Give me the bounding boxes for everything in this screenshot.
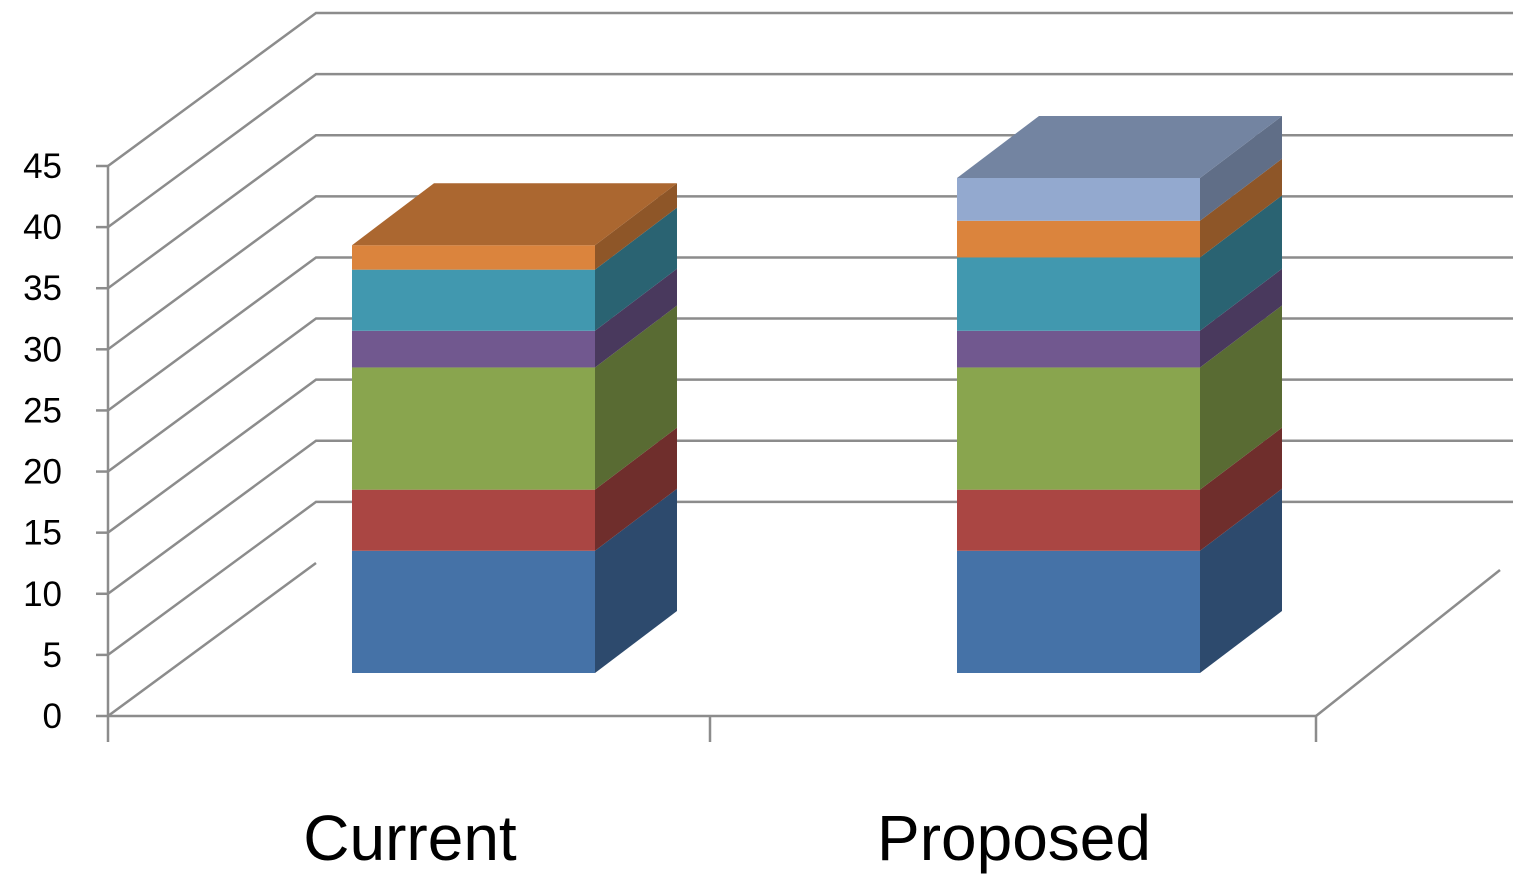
- category-labels: Current Proposed: [303, 802, 1151, 874]
- bar-proposed-segment-3-side: [1200, 305, 1282, 490]
- y-tick-label: 5: [43, 636, 62, 675]
- bar-current-segment-3-front: [352, 367, 595, 490]
- y-tick-label: 20: [23, 453, 62, 492]
- bar-current-segment-1-side: [595, 488, 677, 673]
- floor-right-edge: [1315, 569, 1501, 717]
- bar-proposed-segment-2-side: [1200, 427, 1282, 551]
- bar-current-segment-3-side: [595, 305, 677, 490]
- bars: [352, 116, 1282, 673]
- y-tick-labels: 0 5 10 15 20 25 30 35 40 45: [23, 147, 62, 736]
- bar-current-top: [352, 183, 677, 246]
- bar-proposed-segment-3-front: [957, 367, 1200, 490]
- bar-current-segment-5-side: [595, 207, 677, 331]
- y-tick-label: 30: [23, 330, 62, 369]
- gridline: [107, 378, 1513, 534]
- y-tick-label: 35: [23, 269, 62, 308]
- bar-proposed-segment-1-front: [957, 550, 1200, 673]
- bar-current-segment-2-side: [595, 427, 677, 551]
- bar-proposed-segment-6-side: [1200, 158, 1282, 258]
- y-tick-label: 40: [23, 208, 62, 247]
- bar-proposed-segment-2-front: [957, 489, 1200, 551]
- bar-proposed-segment-6-front: [957, 220, 1200, 258]
- floor-left-edge: [107, 561, 317, 718]
- bar-proposed-segment-5-front: [957, 257, 1200, 331]
- y-tick-label: 15: [23, 514, 62, 553]
- bar-current-segment-1-front: [352, 550, 595, 673]
- y-tick-label: 45: [23, 147, 62, 186]
- gridline: [107, 11, 1513, 168]
- gridlines: [107, 11, 1513, 656]
- category-label-proposed: Proposed: [877, 802, 1151, 874]
- bar-proposed-segment-7-front: [957, 178, 1200, 221]
- y-tick-label: 10: [23, 575, 62, 614]
- bar-current-segment-2-front: [352, 489, 595, 551]
- bar-current-segment-6-front: [352, 245, 595, 270]
- gridline: [107, 317, 1513, 473]
- bar-proposed-top: [957, 116, 1282, 178]
- bar-current-segment-4-front: [352, 330, 595, 368]
- bar-proposed-segment-5-side: [1200, 195, 1282, 331]
- bar-proposed-segment-4-side: [1200, 268, 1282, 368]
- bar-current-segment-6-side: [595, 183, 677, 270]
- bar-proposed-segment-7-side: [1200, 116, 1282, 221]
- bar-proposed-segment-4-front: [957, 330, 1200, 368]
- bar-current-segment-4-side: [595, 268, 677, 368]
- gridline: [107, 133, 1513, 290]
- bar-proposed-segment-1-side: [1200, 488, 1282, 673]
- y-tick-label: 25: [23, 391, 62, 430]
- gridline: [107, 256, 1513, 412]
- gridline: [107, 500, 1513, 656]
- axes: [96, 164, 1501, 742]
- y-tick-label: 0: [43, 697, 62, 736]
- gridline: [107, 439, 1513, 595]
- gridline: [107, 195, 1513, 351]
- bar-current-segment-5-front: [352, 269, 595, 331]
- gridline: [107, 72, 1513, 229]
- category-label-current: Current: [303, 802, 517, 874]
